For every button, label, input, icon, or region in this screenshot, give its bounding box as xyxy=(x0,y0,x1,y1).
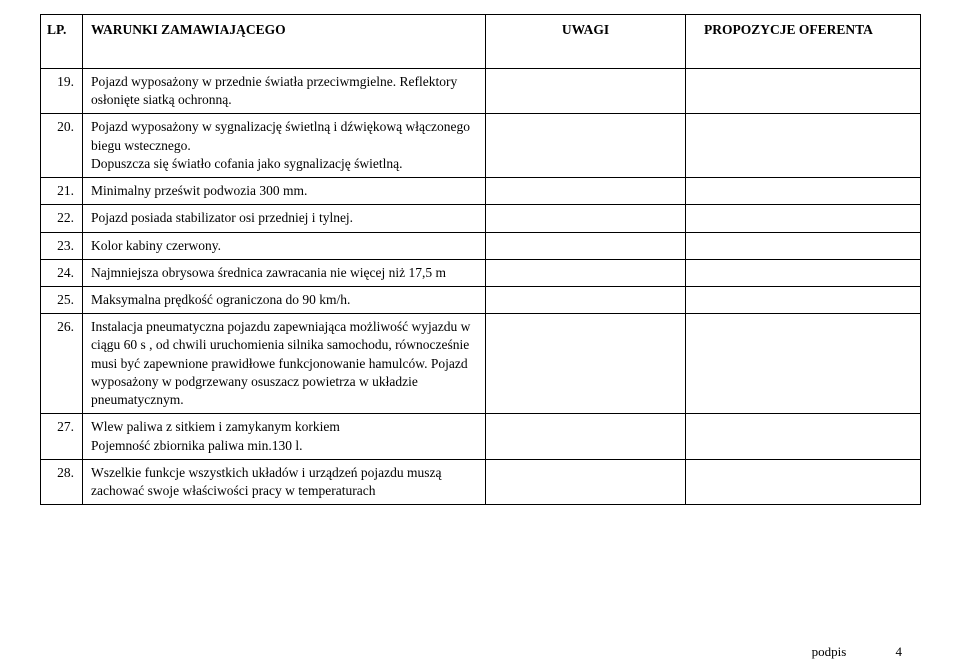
cell-warunki: Pojazd wyposażony w przednie światła prz… xyxy=(83,69,486,114)
header-lp: LP. xyxy=(41,15,83,69)
cell-propozycje xyxy=(686,459,921,504)
cell-warunki: Pojazd posiada stabilizator osi przednie… xyxy=(83,205,486,232)
table-row: 26.Instalacja pneumatyczna pojazdu zapew… xyxy=(41,314,921,414)
header-propozycje: PROPOZYCJE OFERENTA xyxy=(686,15,921,69)
table-row: 24.Najmniejsza obrysowa średnica zawraca… xyxy=(41,259,921,286)
cell-lp: 25. xyxy=(41,286,83,313)
cell-lp: 28. xyxy=(41,459,83,504)
table-row: 19.Pojazd wyposażony w przednie światła … xyxy=(41,69,921,114)
specification-table: LP. WARUNKI ZAMAWIAJĄCEGO UWAGI PROPOZYC… xyxy=(40,14,921,505)
footer-page-number: 4 xyxy=(896,644,903,659)
cell-propozycje xyxy=(686,259,921,286)
header-warunki: WARUNKI ZAMAWIAJĄCEGO xyxy=(83,15,486,69)
cell-warunki: Instalacja pneumatyczna pojazdu zapewnia… xyxy=(83,314,486,414)
table-header-row: LP. WARUNKI ZAMAWIAJĄCEGO UWAGI PROPOZYC… xyxy=(41,15,921,69)
cell-propozycje xyxy=(686,286,921,313)
cell-propozycje xyxy=(686,314,921,414)
table-row: 22.Pojazd posiada stabilizator osi przed… xyxy=(41,205,921,232)
cell-lp: 22. xyxy=(41,205,83,232)
cell-uwagi xyxy=(486,286,686,313)
cell-propozycje xyxy=(686,69,921,114)
cell-propozycje xyxy=(686,232,921,259)
cell-lp: 20. xyxy=(41,114,83,178)
cell-uwagi xyxy=(486,69,686,114)
footer-label: podpis xyxy=(812,644,847,659)
cell-uwagi xyxy=(486,205,686,232)
cell-warunki: Maksymalna prędkość ograniczona do 90 km… xyxy=(83,286,486,313)
table-row: 20.Pojazd wyposażony w sygnalizację świe… xyxy=(41,114,921,178)
page-footer: podpis 4 xyxy=(812,644,902,660)
cell-uwagi xyxy=(486,259,686,286)
table-row: 25.Maksymalna prędkość ograniczona do 90… xyxy=(41,286,921,313)
cell-lp: 26. xyxy=(41,314,83,414)
cell-uwagi xyxy=(486,178,686,205)
cell-warunki: Kolor kabiny czerwony. xyxy=(83,232,486,259)
cell-warunki: Wszelkie funkcje wszystkich układów i ur… xyxy=(83,459,486,504)
cell-lp: 24. xyxy=(41,259,83,286)
cell-lp: 19. xyxy=(41,69,83,114)
cell-uwagi xyxy=(486,114,686,178)
cell-uwagi xyxy=(486,459,686,504)
cell-lp: 21. xyxy=(41,178,83,205)
cell-lp: 27. xyxy=(41,414,83,459)
cell-propozycje xyxy=(686,178,921,205)
cell-uwagi xyxy=(486,314,686,414)
cell-propozycje xyxy=(686,414,921,459)
table-row: 21.Minimalny prześwit podwozia 300 mm. xyxy=(41,178,921,205)
cell-warunki: Wlew paliwa z sitkiem i zamykanym korkie… xyxy=(83,414,486,459)
header-uwagi: UWAGI xyxy=(486,15,686,69)
cell-uwagi xyxy=(486,232,686,259)
table-row: 27.Wlew paliwa z sitkiem i zamykanym kor… xyxy=(41,414,921,459)
table-row: 28.Wszelkie funkcje wszystkich układów i… xyxy=(41,459,921,504)
cell-propozycje xyxy=(686,205,921,232)
cell-warunki: Pojazd wyposażony w sygnalizację świetln… xyxy=(83,114,486,178)
cell-warunki: Minimalny prześwit podwozia 300 mm. xyxy=(83,178,486,205)
cell-warunki: Najmniejsza obrysowa średnica zawracania… xyxy=(83,259,486,286)
cell-uwagi xyxy=(486,414,686,459)
cell-lp: 23. xyxy=(41,232,83,259)
cell-propozycje xyxy=(686,114,921,178)
table-row: 23.Kolor kabiny czerwony. xyxy=(41,232,921,259)
